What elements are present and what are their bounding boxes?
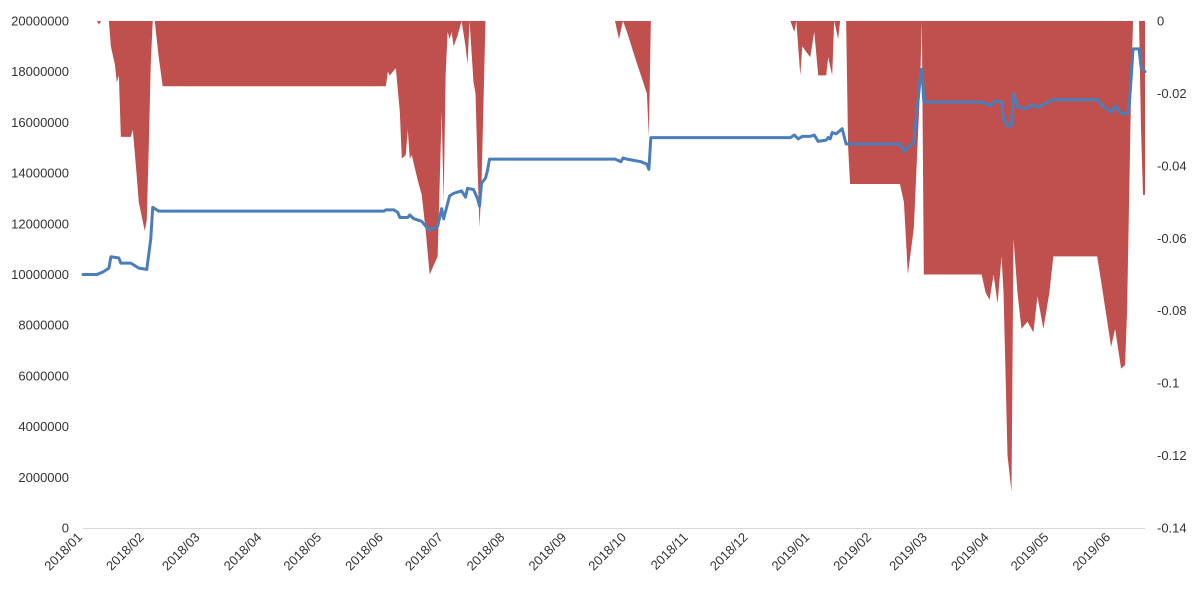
x-tick-label: 2018/11	[648, 530, 691, 573]
right-tick-label: -0.12	[1157, 448, 1187, 463]
right-tick-label: -0.06	[1157, 231, 1187, 246]
right-tick-label: -0.08	[1157, 303, 1187, 318]
x-tick-label: 2019/05	[1008, 530, 1052, 574]
x-tick-label: 2018/02	[103, 530, 147, 574]
left-tick-label: 16000000	[11, 115, 69, 130]
x-tick-label: 2018/03	[159, 530, 203, 574]
x-tick-label: 2019/02	[830, 530, 874, 574]
drawdown-area-layer	[83, 21, 1145, 492]
x-tick-label: 2018/06	[342, 530, 386, 574]
left-tick-label: 0	[62, 521, 69, 536]
left-tick-label: 10000000	[11, 267, 69, 282]
equity-line	[81, 47, 1147, 276]
left-tick-label: 18000000	[11, 64, 69, 79]
right-tick-label: 0	[1157, 14, 1164, 29]
x-tick-label: 2018/10	[585, 530, 629, 574]
right-tick-label: -0.04	[1157, 158, 1187, 173]
x-tick-label: 2019/03	[886, 530, 930, 574]
x-tick-label: 2019/06	[1069, 530, 1113, 574]
right-tick-label: -0.1	[1157, 376, 1179, 391]
x-axis-tick-labels: 2018/01 2018/02 2018/03 2018/04 2018/05 2018/…	[41, 530, 1113, 574]
left-axis-tick-labels: 0 2000000 4000000 6000000 8000000 10000000 120…	[11, 14, 69, 536]
left-tick-label: 2000000	[18, 470, 69, 485]
left-tick-label: 14000000	[11, 166, 69, 181]
left-tick-label: 6000000	[18, 368, 69, 383]
x-tick-label: 2019/01	[769, 530, 813, 574]
left-tick-label: 8000000	[18, 318, 69, 333]
equity-line-layer	[81, 47, 1147, 276]
x-tick-label: 2018/12	[707, 530, 751, 574]
left-tick-label: 20000000	[11, 14, 69, 29]
right-tick-label: -0.02	[1157, 86, 1187, 101]
right-tick-label: -0.14	[1157, 521, 1187, 536]
x-tick-label: 2018/04	[221, 530, 265, 574]
right-axis-tick-labels: 0 -0.02 -0.04 -0.06 -0.08 -0.1 -0.12 -0.14	[1157, 14, 1187, 536]
x-tick-label: 2018/01	[41, 530, 85, 574]
left-tick-label: 12000000	[11, 216, 69, 231]
left-tick-label: 4000000	[18, 419, 69, 434]
x-tick-label: 2019/04	[948, 530, 992, 574]
x-tick-label: 2018/05	[280, 530, 324, 574]
x-tick-label: 2018/07	[402, 530, 446, 574]
drawdown-area	[83, 21, 1145, 492]
x-tick-label: 2018/09	[525, 530, 569, 574]
x-tick-label: 2018/08	[464, 530, 508, 574]
